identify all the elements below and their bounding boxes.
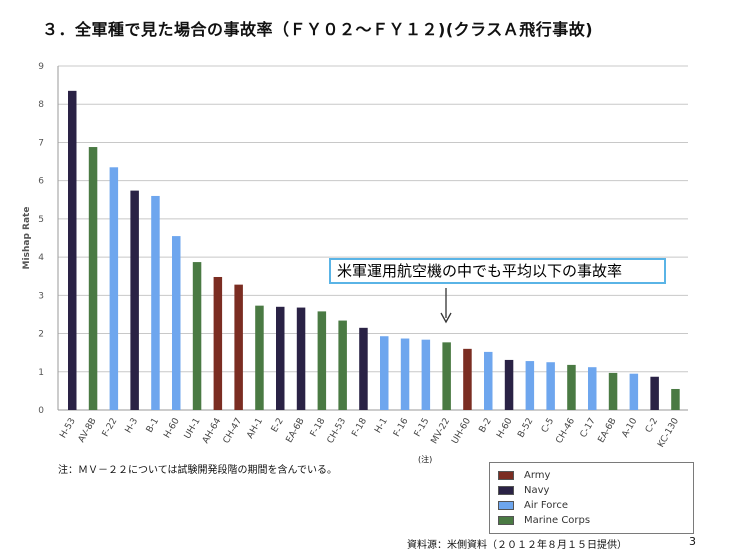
source-note: 資料源：米側資料（２０１２年８月１５日提供） <box>407 540 627 551</box>
bar-ch-46 <box>567 364 576 410</box>
x-tick-label: H-53 <box>58 417 77 441</box>
bar-h-1 <box>380 336 389 410</box>
bar-h-60 <box>172 236 181 410</box>
x-tick-label: AH-64 <box>201 416 224 445</box>
legend-label: Air Force <box>524 500 568 511</box>
bar-av-8b <box>88 147 98 410</box>
bar-f-22 <box>109 167 119 410</box>
chart-legend: Army Navy Air Force Marine Corps <box>489 462 694 534</box>
x-tick-label: C-5 <box>540 417 556 435</box>
legend-item: Air Force <box>498 498 693 513</box>
y-tick-label: 4 <box>38 253 44 263</box>
bar-b-1 <box>151 195 160 410</box>
x-tick-label: EA-6B <box>597 417 619 445</box>
bar-uh-1 <box>192 262 202 410</box>
x-tick-label: F-15 <box>413 417 432 439</box>
x-tick-label: UH-1 <box>183 417 203 441</box>
page-title: ３．全軍種で見た場合の事故率（ＦＹ０２～ＦＹ１２)(クラスＡ飛行事故) <box>42 20 594 39</box>
bar-mv-22 <box>442 342 451 410</box>
callout-arrow-head <box>440 312 452 324</box>
bar-b-52 <box>525 361 535 410</box>
bar-h-3 <box>130 190 139 410</box>
x-tick-label: H-60 <box>495 416 515 440</box>
callout-box: 米軍運用航空機の中でも平均以下の事故率 <box>329 258 666 284</box>
legend-label: Marine Corps <box>524 515 591 526</box>
y-tick-label: 7 <box>38 138 44 148</box>
footnote-mark: (注) <box>418 455 433 464</box>
bar-ch-47 <box>234 284 243 410</box>
x-tick-label: CH-53 <box>326 417 349 446</box>
y-tick-label: 3 <box>38 291 44 301</box>
bar-c-5 <box>546 362 555 410</box>
x-tick-label: F-16 <box>392 416 411 438</box>
x-tick-label: AH-1 <box>245 417 265 441</box>
bar-e-2 <box>276 306 285 410</box>
x-tick-label: C-17 <box>579 417 598 440</box>
bar-h-60 <box>504 359 514 410</box>
bar-f-16 <box>400 338 410 410</box>
bar-ah-64 <box>213 276 223 410</box>
x-tick-label: CH-47 <box>222 417 245 446</box>
footnote-note: 注：ＭＶ－２２については試験開発段階の期間を含んでいる。 <box>58 465 337 476</box>
x-tick-label: C-2 <box>644 417 660 435</box>
legend-swatch <box>498 486 514 495</box>
bar-f-15 <box>421 339 431 410</box>
legend-label: Navy <box>524 485 550 496</box>
legend-item: Navy <box>498 483 693 498</box>
bar-ea-6b <box>296 307 306 410</box>
legend-item: Marine Corps <box>498 513 693 528</box>
y-tick-label: 8 <box>38 100 44 110</box>
x-tick-label: AV-8B <box>77 417 99 445</box>
x-tick-label: MV-22 <box>430 417 453 446</box>
bar-c-17 <box>588 367 597 410</box>
x-tick-label: F-18 <box>309 416 328 438</box>
bar-f-18 <box>317 311 327 410</box>
y-axis-label: Mishap Rate <box>22 207 32 270</box>
page-number: 3 <box>689 535 696 548</box>
x-tick-label: B-2 <box>478 417 494 435</box>
bar-ea-6b <box>608 372 618 410</box>
y-tick-label: 1 <box>38 368 44 378</box>
bar-uh-60 <box>463 348 472 410</box>
x-tick-label: B-1 <box>145 417 161 435</box>
legend-item: Army <box>498 468 693 483</box>
x-tick-label: CH-46 <box>555 416 578 445</box>
x-tick-label: B-52 <box>516 417 535 440</box>
y-tick-label: 0 <box>38 406 44 416</box>
bar-ah-1 <box>255 305 264 410</box>
legend-swatch <box>498 471 514 480</box>
x-tick-label: H-1 <box>373 417 390 436</box>
bar-b-2 <box>484 351 493 410</box>
x-tick-label: F-22 <box>101 417 120 439</box>
bar-kc-130 <box>671 388 680 410</box>
x-tick-label: UH-60 <box>450 416 473 446</box>
bar-a-10 <box>629 373 639 410</box>
y-tick-label: 6 <box>38 177 44 187</box>
y-tick-label: 2 <box>38 330 44 340</box>
bar-c-2 <box>650 376 659 410</box>
x-tick-label: H-60 <box>162 416 182 440</box>
x-tick-label: E-2 <box>270 417 286 435</box>
x-tick-label: KC-130 <box>656 416 681 449</box>
legend-swatch <box>498 516 514 525</box>
legend-swatch <box>498 501 514 510</box>
bar-ch-53 <box>338 320 347 410</box>
y-tick-label: 5 <box>38 215 44 225</box>
x-tick-label: A-10 <box>620 416 639 439</box>
legend-label: Army <box>524 470 551 481</box>
bar-h-53 <box>68 90 77 410</box>
x-tick-label: EA-6B <box>285 417 307 445</box>
y-tick-label: 9 <box>38 62 44 72</box>
x-tick-label: F-18 <box>350 416 369 438</box>
bar-f-18 <box>359 327 368 410</box>
x-tick-label: H-3 <box>124 417 141 436</box>
